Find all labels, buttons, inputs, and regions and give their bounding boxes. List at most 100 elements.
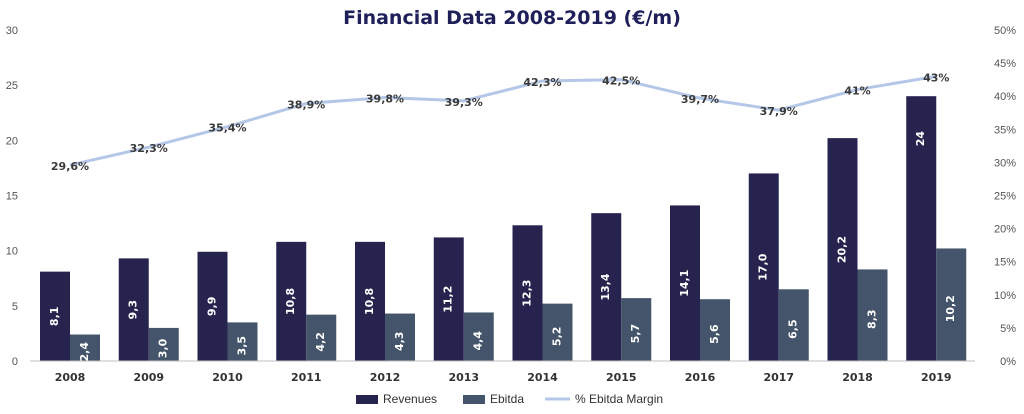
x-tick-label: 2018 — [842, 371, 873, 384]
x-tick-label: 2008 — [55, 371, 86, 384]
revenue-bar-label: 24 — [914, 131, 927, 147]
revenue-bar — [118, 258, 149, 361]
ebitda-bar-label: 3,0 — [157, 338, 170, 358]
y-left-tick-label: 15 — [6, 191, 18, 203]
y-right-tick-label: 30% — [994, 157, 1016, 169]
y-left-tick-label: 0 — [12, 356, 18, 368]
revenue-bar — [355, 241, 385, 361]
margin-data-label: 37,9% — [760, 105, 798, 118]
revenue-bar-label: 14,1 — [678, 270, 691, 297]
revenue-bar — [670, 205, 700, 361]
legend-label: Ebitda — [490, 392, 524, 406]
y-left-tick-label: 20 — [6, 135, 18, 147]
margin-data-label: 39,3% — [445, 96, 483, 109]
y-right-tick-label: 5% — [1000, 323, 1016, 335]
y-left-tick-label: 30 — [6, 25, 18, 37]
y-left-tick-label: 5 — [12, 301, 18, 313]
revenue-bar-label: 13,4 — [599, 273, 612, 300]
ebitda-bar-label: 8,3 — [866, 309, 879, 329]
chart-title: Financial Data 2008-2019 (€/m) — [343, 7, 681, 29]
legend-label: Revenues — [383, 392, 437, 406]
ebitda-bar — [778, 289, 809, 361]
ebitda-bar — [148, 327, 179, 361]
margin-data-label: 38,9% — [287, 98, 325, 111]
ebitda-bar-label: 4,2 — [314, 332, 327, 352]
ebitda-bar-label: 5,7 — [629, 324, 642, 344]
y-right-tick-label: 20% — [994, 224, 1016, 236]
x-tick-label: 2010 — [212, 371, 243, 384]
revenue-bar — [512, 225, 543, 361]
y-left-tick-label: 10 — [6, 246, 18, 258]
x-tick-label: 2014 — [527, 371, 558, 384]
revenue-bar — [433, 237, 464, 361]
margin-data-label: 39,7% — [681, 93, 719, 106]
legend-swatch — [356, 395, 378, 404]
margin-data-label: 29,6% — [51, 160, 89, 173]
revenue-bar-label: 17,0 — [757, 253, 770, 280]
ebitda-bar-label: 10,2 — [944, 295, 957, 322]
x-tick-label: 2011 — [291, 371, 322, 384]
revenue-bar-label: 9,9 — [206, 297, 219, 317]
x-tick-label: 2016 — [685, 371, 716, 384]
ebitda-bar — [621, 298, 652, 361]
y-right-tick-label: 35% — [994, 124, 1016, 136]
ebitda-bar-label: 3,5 — [236, 336, 249, 356]
x-tick-label: 2013 — [448, 371, 479, 384]
revenue-bar — [748, 173, 779, 361]
margin-line-path — [69, 74, 937, 167]
revenue-bar-label: 10,8 — [363, 288, 376, 315]
revenue-bar — [591, 213, 622, 361]
ebitda-bar-label: 5,6 — [708, 324, 721, 344]
legend-swatch — [463, 395, 485, 404]
legend: Revenues Ebitda % Ebitda Margin — [356, 392, 663, 406]
y-right-tick-label: 25% — [994, 191, 1016, 203]
ebitda-bar — [70, 334, 100, 361]
ebitda-bar — [227, 322, 258, 361]
legend-label: % Ebitda Margin — [575, 392, 663, 406]
x-tick-label: 2019 — [921, 371, 952, 384]
revenue-bar-label: 12,3 — [521, 280, 534, 307]
margin-data-label: 42,3% — [523, 76, 561, 89]
ebitda-bar — [936, 248, 967, 361]
revenue-bar — [197, 251, 228, 361]
x-axis: 2008 2009 2010 2011 2012 2013 2014 2015 2016 2017… — [30, 360, 975, 384]
margin-data-label: 41% — [844, 85, 870, 98]
x-tick-label: 2017 — [763, 371, 794, 384]
y-right-tick-label: 50% — [994, 25, 1016, 37]
revenue-bar-label: 8,1 — [48, 307, 61, 327]
margin-data-label: 35,4% — [208, 122, 246, 135]
margin-data-label: 39,8% — [366, 93, 404, 106]
y-right-tick-label: 10% — [994, 290, 1016, 302]
ebitda-bar — [542, 303, 573, 361]
ebitda-bar — [700, 299, 730, 361]
y-right-tick-label: 0% — [1000, 356, 1016, 368]
margin-data-label: 42,5% — [602, 75, 640, 88]
margin-line: 29,6% 32,3% 35,4% 38,9% 39,8% 39,3% 42,3% 42,5%… — [51, 71, 950, 173]
x-tick-label: 2015 — [606, 371, 637, 384]
margin-data-label: 43% — [923, 71, 949, 84]
revenue-bar-label: 10,8 — [284, 288, 297, 315]
ebitda-bar-label: 4,3 — [393, 332, 406, 352]
y-right-tick-label: 15% — [994, 257, 1016, 269]
revenue-bar-label: 20,2 — [836, 236, 849, 263]
ebitda-bar — [857, 269, 888, 361]
y-right-axis: 0% 5% 10% 15% 20% 25% 30% 35% 40% 45% 50% — [994, 25, 1016, 368]
x-tick-label: 2012 — [370, 371, 401, 384]
ebitda-bar-label: 2,4 — [78, 342, 91, 362]
revenue-bar-label: 11,2 — [442, 286, 455, 313]
ebitda-bar — [385, 313, 415, 361]
y-left-axis: 0 5 10 15 20 25 30 — [6, 25, 18, 368]
ebitda-bar — [463, 312, 494, 361]
ebitda-bar-label: 6,5 — [787, 319, 800, 339]
revenue-bar — [276, 241, 307, 361]
x-tick-label: 2009 — [133, 371, 164, 384]
y-left-tick-label: 25 — [6, 80, 18, 92]
revenue-bar — [906, 96, 937, 361]
ebitda-bar — [306, 314, 337, 361]
y-right-tick-label: 40% — [994, 91, 1016, 103]
revenue-bar — [827, 138, 858, 361]
y-right-tick-label: 45% — [994, 58, 1016, 70]
ebitda-bar-label: 5,2 — [551, 327, 564, 347]
